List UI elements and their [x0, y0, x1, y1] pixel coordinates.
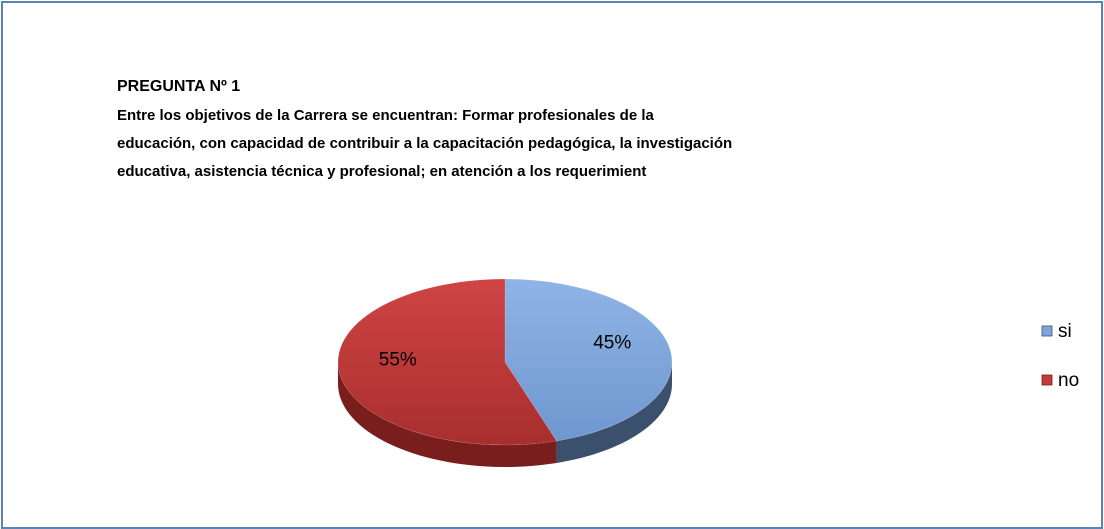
slice-side [556, 362, 672, 463]
legend-label: no [1058, 370, 1079, 391]
chart-subtitle: educativa, asistencia técnica y profesio… [117, 163, 647, 180]
slice-side [338, 362, 557, 467]
slice-top [337, 278, 558, 446]
chart-subtitle: Entre los objetivos de la Carrera se enc… [117, 107, 654, 124]
slice-top [504, 278, 673, 442]
legend-swatch [1041, 325, 1053, 337]
pie-slice [337, 278, 558, 467]
legend-swatch [1041, 374, 1053, 386]
pie-slice [504, 278, 673, 463]
heading: PREGUNTA Nº 1 Entre los objetivos de la … [117, 78, 732, 186]
legend-label: si [1058, 321, 1072, 342]
data-label: 55% [379, 349, 417, 370]
data-label: 45% [593, 333, 631, 354]
chart-title: PREGUNTA Nº 1 [117, 78, 241, 95]
chart-subtitle: educación, con capacidad de contribuir a… [117, 135, 733, 152]
